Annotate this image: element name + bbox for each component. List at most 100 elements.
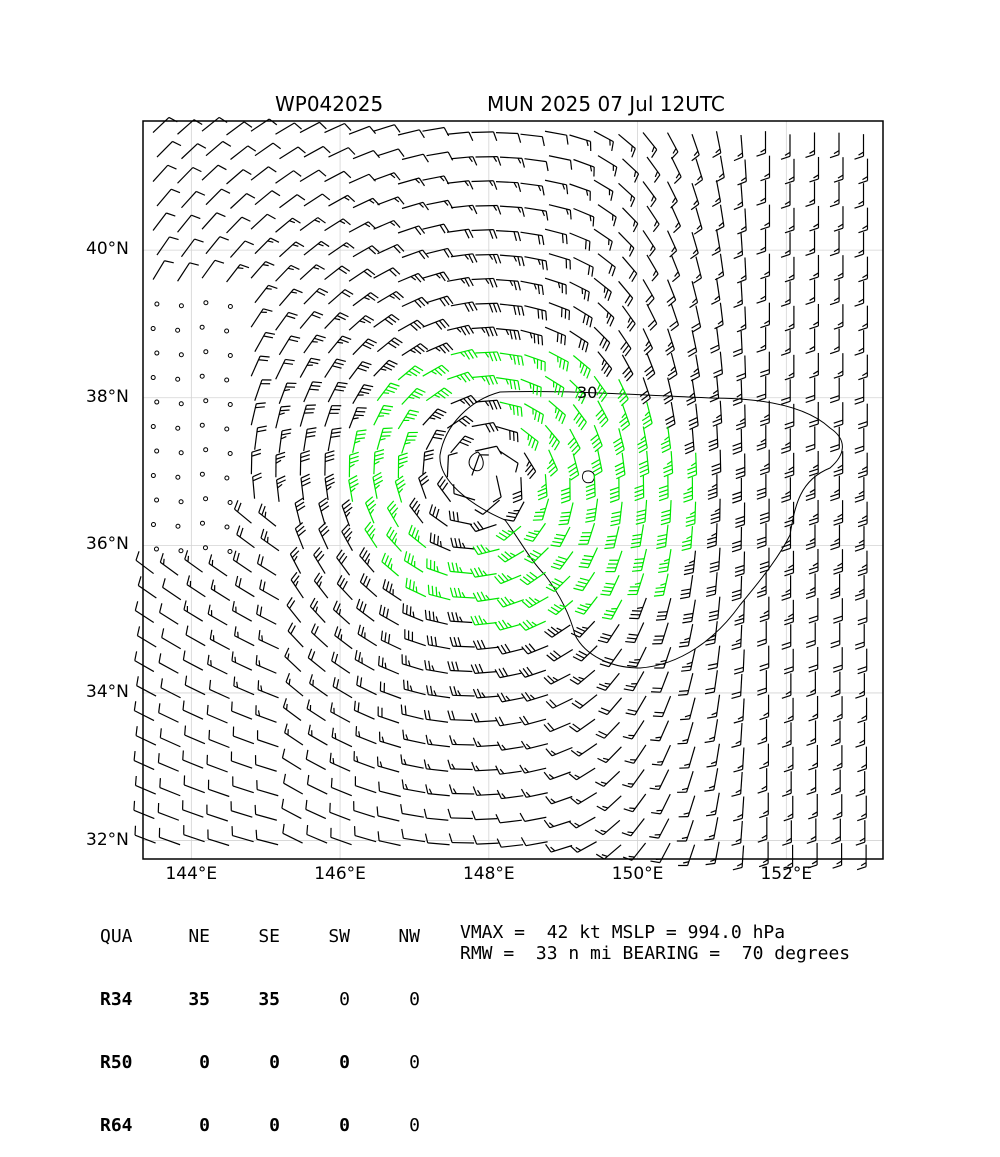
calm-wind-marker — [204, 448, 208, 452]
wind-barb — [707, 695, 719, 718]
wind-barb — [645, 353, 655, 380]
calm-wind-marker — [151, 474, 155, 478]
wind-barb — [451, 436, 474, 453]
wind-barb — [524, 453, 535, 479]
wind-barb — [427, 559, 448, 576]
wind-barb — [475, 254, 500, 263]
wind-barb — [547, 649, 573, 660]
wind-barb — [251, 449, 261, 474]
calm-wind-marker — [225, 329, 229, 333]
wind-barb — [325, 474, 335, 500]
wind-barb — [807, 769, 816, 794]
wind-barb — [855, 134, 864, 159]
wind-barb — [712, 450, 721, 475]
wind-barb — [524, 523, 546, 541]
wind-barbs — [134, 117, 868, 869]
calm-wind-marker — [200, 521, 204, 525]
wind-barb — [379, 782, 401, 797]
wind-barb — [643, 328, 652, 354]
wind-barb — [184, 825, 205, 842]
wind-barb — [381, 631, 401, 650]
wind-barb — [732, 821, 743, 845]
wind-barb — [378, 706, 399, 723]
wind-barb — [809, 696, 818, 721]
wind-barb — [806, 622, 815, 647]
wind-barb — [734, 649, 744, 674]
wind-barb — [521, 428, 538, 450]
wind-barb — [374, 360, 398, 376]
wind-barb — [833, 647, 842, 672]
calm-wind-marker — [151, 425, 155, 429]
wind-barb — [454, 484, 475, 500]
wind-barb — [545, 425, 559, 450]
wind-barb — [496, 182, 521, 192]
calm-wind-marker — [155, 449, 159, 453]
wind-barb — [781, 330, 790, 355]
wind-barb — [545, 229, 567, 244]
wind-barb — [402, 250, 429, 259]
wind-barb — [522, 692, 549, 701]
wind-barb — [806, 426, 815, 451]
wind-barb — [524, 306, 546, 321]
wind-barb — [598, 352, 612, 377]
wind-barb — [519, 667, 546, 677]
wind-barb — [806, 475, 815, 500]
wind-barb — [451, 157, 477, 166]
wind-barb — [521, 741, 547, 749]
wind-barb — [497, 742, 523, 750]
lon-tick-label: 152°E — [760, 864, 812, 884]
wind-barb — [470, 521, 497, 531]
wind-barb — [496, 280, 520, 291]
wind-barb — [328, 290, 353, 304]
wind-barb — [830, 133, 839, 158]
wind-barb — [625, 745, 646, 763]
wind-barb — [704, 768, 717, 791]
wind-barb — [448, 612, 472, 623]
wind-barb — [635, 475, 644, 500]
wind-barb — [495, 668, 521, 678]
wind-barb — [568, 453, 579, 479]
wind-barb — [858, 306, 867, 331]
wind-barb — [380, 681, 401, 698]
wind-barb — [426, 784, 450, 795]
wind-barb — [449, 511, 472, 525]
wind-barb — [733, 331, 742, 356]
wind-barb — [153, 261, 174, 280]
wind-barb — [858, 355, 867, 380]
wind-barb — [808, 794, 817, 819]
wind-barb — [319, 498, 329, 525]
wind-barb — [450, 735, 475, 745]
wind-barb — [328, 243, 354, 255]
wind-barb — [619, 330, 631, 356]
wind-barb — [380, 732, 401, 748]
calm-wind-marker — [228, 501, 232, 505]
wind-barb — [233, 551, 251, 572]
wind-barb — [185, 550, 203, 572]
wind-barb — [398, 226, 425, 235]
lat-tick-label: 34°N — [86, 682, 129, 702]
wind-barb — [647, 206, 659, 232]
wind-barb — [425, 834, 449, 845]
wind-barb — [178, 120, 203, 135]
wind-barb — [331, 778, 351, 796]
wind-barb — [691, 183, 699, 210]
wind-barb — [622, 355, 633, 381]
wind-barb — [136, 776, 156, 794]
wind-barb — [235, 626, 255, 645]
wind-barb — [349, 174, 375, 183]
wind-barb — [382, 553, 399, 576]
wind-barb — [282, 799, 301, 819]
wind-barb — [255, 333, 275, 352]
wind-barb — [328, 148, 354, 157]
wind-barb — [134, 801, 154, 819]
wind-barb — [300, 358, 320, 377]
wind-barb — [571, 744, 597, 756]
wind-barb — [163, 578, 181, 599]
wind-barb — [349, 222, 375, 232]
wind-barb — [158, 803, 179, 820]
wind-barb — [623, 720, 644, 738]
wind-barb — [522, 644, 549, 654]
wind-barb — [594, 131, 613, 151]
wind-barb — [759, 793, 768, 818]
wind-barb — [690, 281, 698, 307]
